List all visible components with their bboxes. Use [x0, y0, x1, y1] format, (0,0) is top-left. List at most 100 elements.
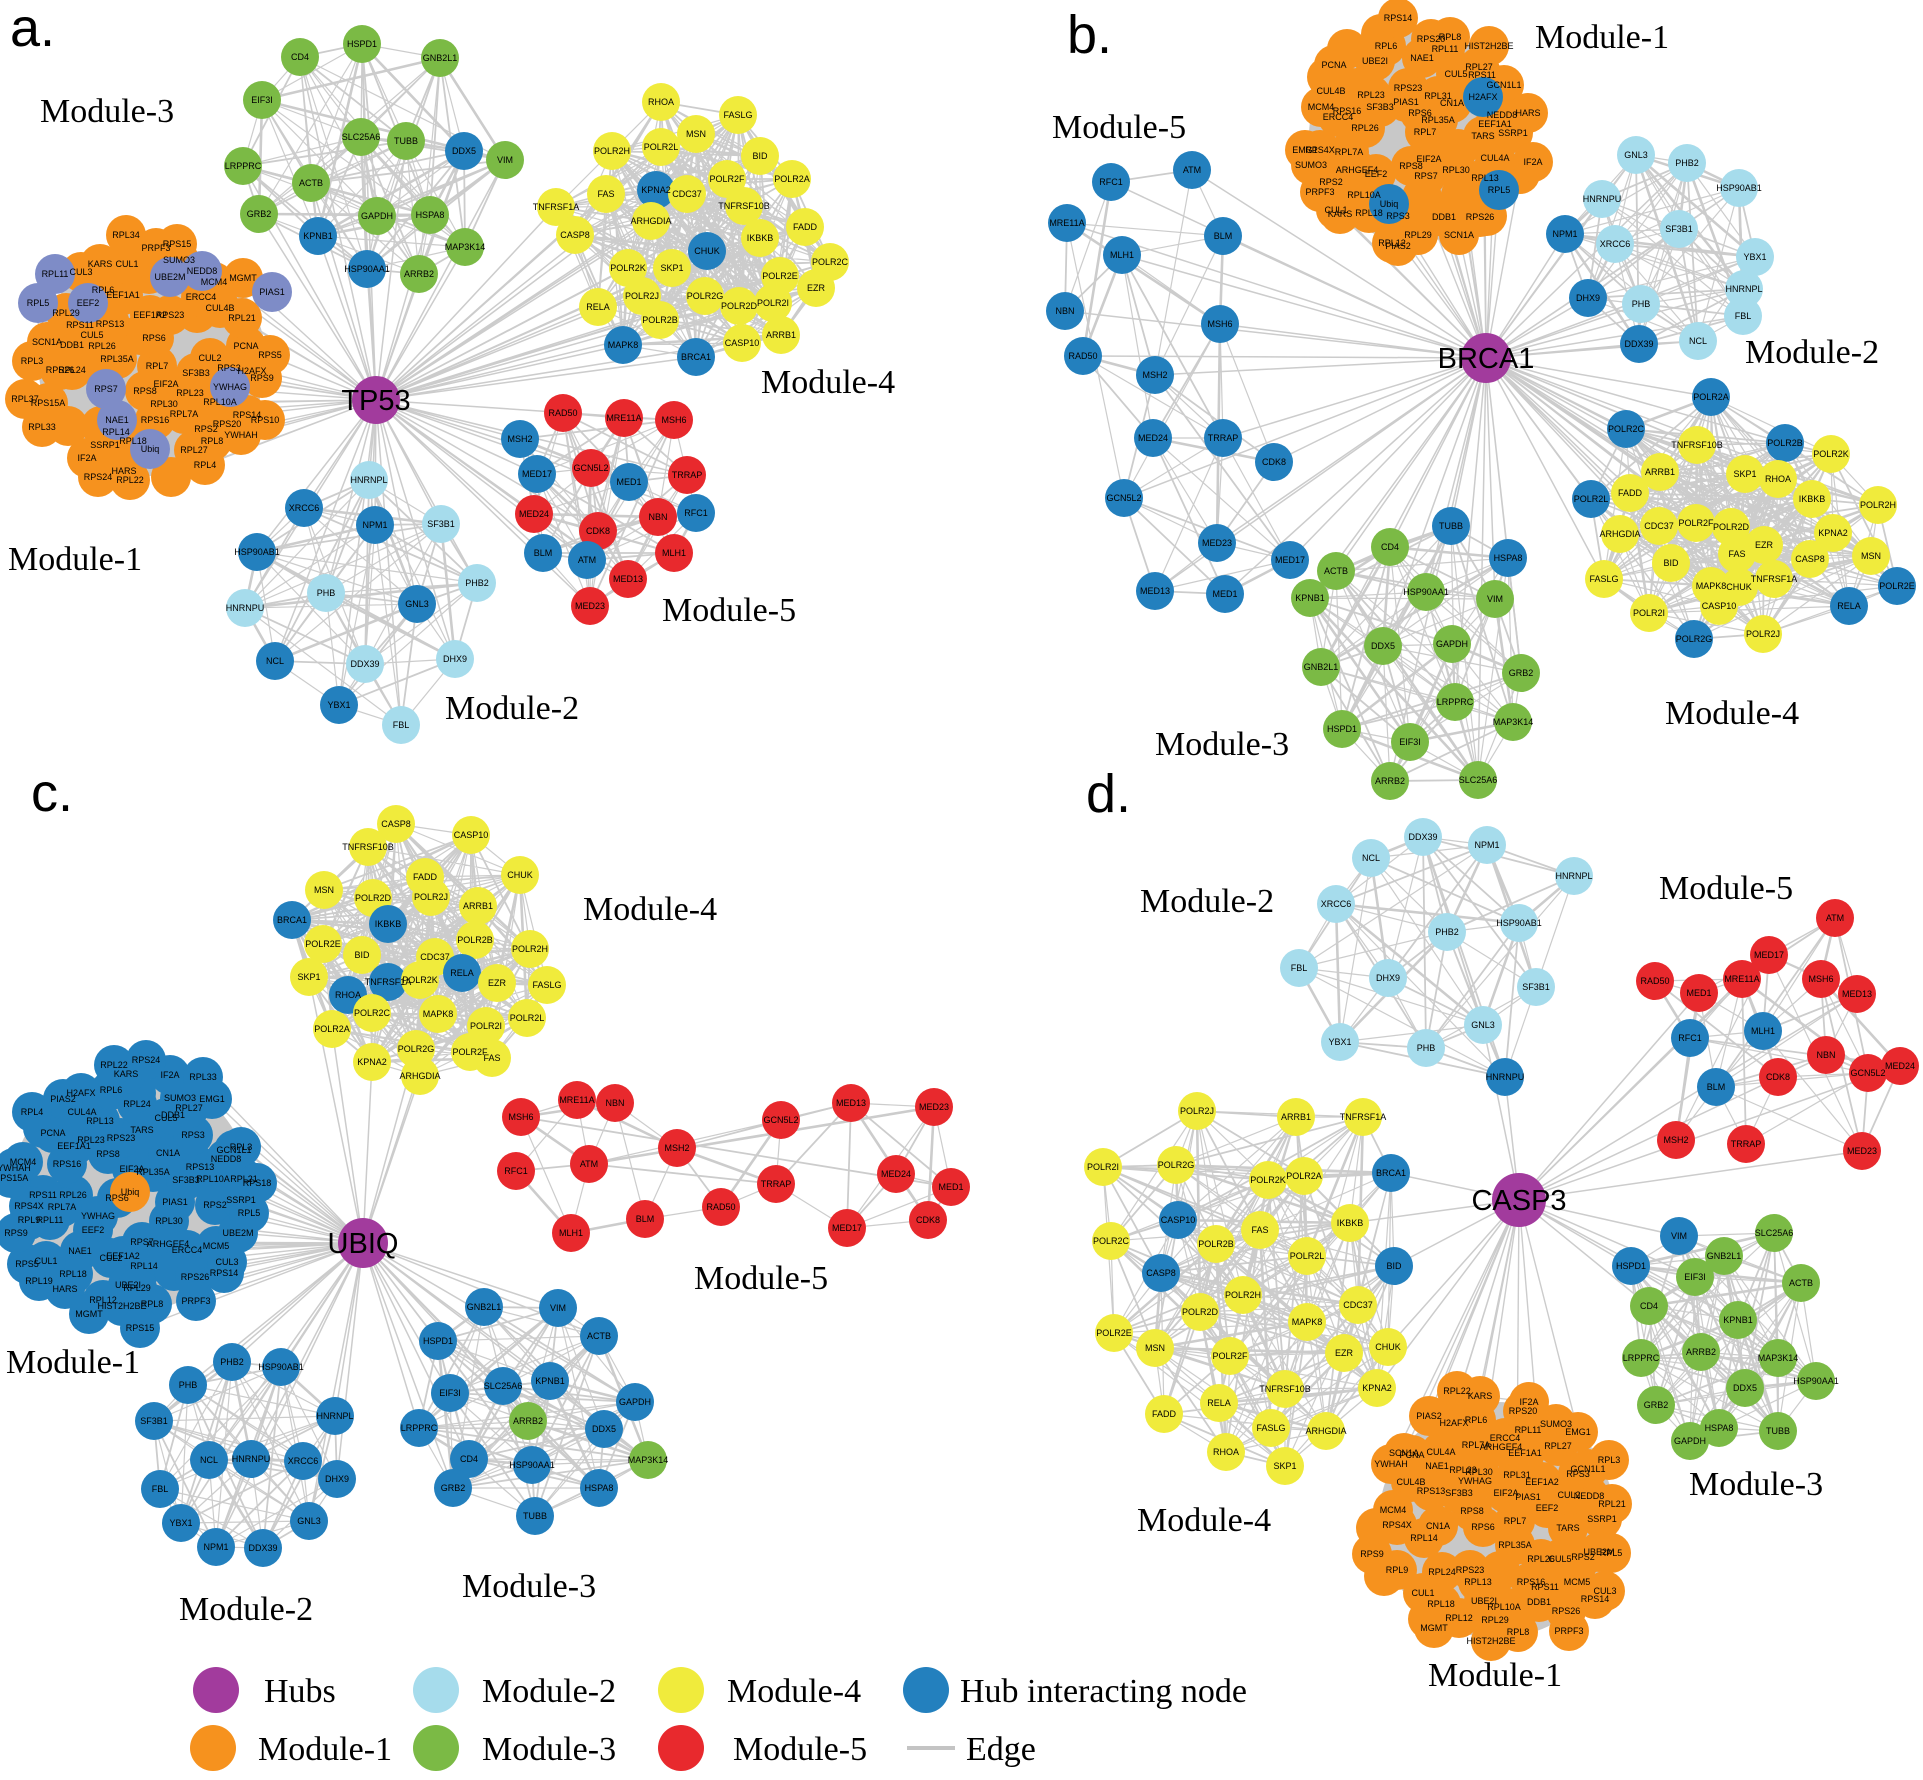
svg-text:RPS2: RPS2	[194, 424, 218, 434]
svg-text:MED23: MED23	[919, 1102, 949, 1112]
svg-text:TARS: TARS	[130, 1125, 153, 1135]
svg-text:ERCC4: ERCC4	[1323, 112, 1354, 122]
svg-text:RPL27: RPL27	[1465, 62, 1493, 72]
svg-text:RPL31: RPL31	[1503, 1470, 1531, 1480]
svg-text:BRCA1: BRCA1	[1376, 1168, 1406, 1178]
svg-text:HSPD1: HSPD1	[347, 39, 377, 49]
svg-text:SUMO3: SUMO3	[1295, 160, 1327, 170]
svg-text:SF3B3: SF3B3	[182, 368, 210, 378]
svg-text:EEF2: EEF2	[1536, 1503, 1559, 1513]
svg-text:Module-2: Module-2	[1140, 883, 1274, 920]
svg-text:TARS: TARS	[1471, 131, 1494, 141]
svg-text:MAPK8: MAPK8	[608, 340, 639, 350]
svg-text:POLR2F: POLR2F	[1212, 1351, 1248, 1361]
svg-text:DDX39: DDX39	[248, 1543, 277, 1553]
svg-text:Module-5: Module-5	[733, 1731, 867, 1768]
svg-text:POLR2G: POLR2G	[687, 291, 724, 301]
svg-text:RPS10: RPS10	[251, 415, 280, 425]
svg-text:RPL22: RPL22	[100, 1060, 128, 1070]
svg-text:HSPD1: HSPD1	[423, 1336, 453, 1346]
svg-text:POLR2H: POLR2H	[512, 944, 548, 954]
svg-text:HSPA8: HSPA8	[416, 210, 445, 220]
svg-text:PHB2: PHB2	[1435, 927, 1459, 937]
svg-text:H2AFX: H2AFX	[66, 1088, 95, 1098]
svg-text:ACTB: ACTB	[1789, 1278, 1813, 1288]
svg-text:HARS: HARS	[1515, 108, 1540, 118]
svg-text:IKBKB: IKBKB	[747, 233, 774, 243]
svg-text:RPL30: RPL30	[155, 1216, 183, 1226]
svg-text:RPL7: RPL7	[146, 361, 169, 371]
svg-text:PIAS2: PIAS2	[1385, 241, 1411, 251]
svg-text:CN1A: CN1A	[156, 1148, 180, 1158]
svg-text:RPL30: RPL30	[1465, 1467, 1493, 1477]
svg-text:MCM4: MCM4	[10, 1157, 37, 1167]
svg-text:HSPD1: HSPD1	[1616, 1261, 1646, 1271]
svg-text:MED1: MED1	[1212, 589, 1237, 599]
svg-text:MAPK8: MAPK8	[1696, 581, 1727, 591]
svg-text:POLR2H: POLR2H	[1860, 500, 1896, 510]
svg-text:FBL: FBL	[1735, 311, 1752, 321]
svg-text:KPNB1: KPNB1	[1723, 1315, 1753, 1325]
svg-text:GNL3: GNL3	[297, 1516, 321, 1526]
svg-text:RPL21: RPL21	[1598, 1499, 1626, 1509]
svg-text:HARS: HARS	[52, 1284, 77, 1294]
svg-text:YWHAH: YWHAH	[0, 1163, 31, 1173]
svg-text:BLM: BLM	[534, 548, 553, 558]
svg-text:HSP90AB1: HSP90AB1	[1496, 918, 1542, 928]
svg-text:RPL29: RPL29	[52, 308, 80, 318]
svg-text:FAS: FAS	[1251, 1225, 1268, 1235]
svg-text:KPNB1: KPNB1	[535, 1376, 565, 1386]
svg-text:FASLG: FASLG	[1256, 1423, 1285, 1433]
svg-text:CASP8: CASP8	[381, 819, 411, 829]
svg-text:HSPA8: HSPA8	[1494, 553, 1523, 563]
svg-text:POLR2A: POLR2A	[774, 174, 810, 184]
svg-text:BRCA1: BRCA1	[277, 915, 307, 925]
svg-text:RPS2: RPS2	[203, 1200, 227, 1210]
svg-text:MGMT: MGMT	[75, 1309, 103, 1319]
svg-text:TARS: TARS	[1556, 1523, 1579, 1533]
svg-text:RPL10A: RPL10A	[203, 397, 237, 407]
svg-text:PIAS2: PIAS2	[1416, 1411, 1442, 1421]
svg-text:PRPF3: PRPF3	[141, 243, 170, 253]
svg-text:RPL14: RPL14	[130, 1261, 158, 1271]
svg-text:c.: c.	[31, 763, 73, 823]
svg-text:SSRP1: SSRP1	[1587, 1514, 1617, 1524]
svg-text:RPL4: RPL4	[21, 1107, 44, 1117]
svg-text:CUL1: CUL1	[34, 1256, 57, 1266]
svg-text:RPS26: RPS26	[181, 1272, 210, 1282]
svg-text:RPS15A: RPS15A	[0, 1173, 28, 1183]
svg-text:GCN5L2: GCN5L2	[763, 1115, 798, 1125]
svg-text:POLR2L: POLR2L	[510, 1013, 545, 1023]
svg-text:DHX9: DHX9	[443, 654, 467, 664]
svg-text:MCM4: MCM4	[1380, 1505, 1407, 1515]
svg-text:POLR2K: POLR2K	[402, 975, 438, 985]
svg-text:ARRB1: ARRB1	[1645, 467, 1675, 477]
svg-text:FAS: FAS	[483, 1053, 500, 1063]
svg-text:Ubiq: Ubiq	[1380, 199, 1399, 209]
svg-text:RELA: RELA	[1207, 1398, 1231, 1408]
svg-text:MED23: MED23	[1202, 538, 1232, 548]
svg-text:EIF2A: EIF2A	[1493, 1488, 1518, 1498]
svg-text:CUL1: CUL1	[1324, 205, 1347, 215]
svg-text:MGMT: MGMT	[1420, 1623, 1448, 1633]
svg-text:Ubiq: Ubiq	[121, 1187, 140, 1197]
svg-text:SKP1: SKP1	[1273, 1461, 1296, 1471]
svg-text:RPL30: RPL30	[1442, 165, 1470, 175]
svg-text:RHOA: RHOA	[1213, 1447, 1239, 1457]
svg-text:RPS15: RPS15	[126, 1323, 155, 1333]
svg-text:EIF3I: EIF3I	[1684, 1272, 1706, 1282]
svg-text:NAE1: NAE1	[105, 415, 129, 425]
svg-text:RPS8: RPS8	[133, 386, 157, 396]
svg-text:ATM: ATM	[1826, 913, 1844, 923]
svg-text:EZR: EZR	[488, 978, 507, 988]
svg-text:RPL10A: RPL10A	[1347, 190, 1381, 200]
svg-text:RPL35A: RPL35A	[136, 1167, 170, 1177]
svg-text:TNFRSF10B: TNFRSF10B	[1671, 440, 1723, 450]
svg-text:LRPPRC: LRPPRC	[401, 1423, 438, 1433]
svg-text:RPL7A: RPL7A	[48, 1202, 77, 1212]
svg-text:POLR2C: POLR2C	[1093, 1236, 1130, 1246]
svg-text:KPNA2: KPNA2	[357, 1057, 387, 1067]
svg-text:UBE2M: UBE2M	[222, 1228, 253, 1238]
svg-text:MED17: MED17	[832, 1223, 862, 1233]
svg-text:CD4: CD4	[460, 1454, 478, 1464]
